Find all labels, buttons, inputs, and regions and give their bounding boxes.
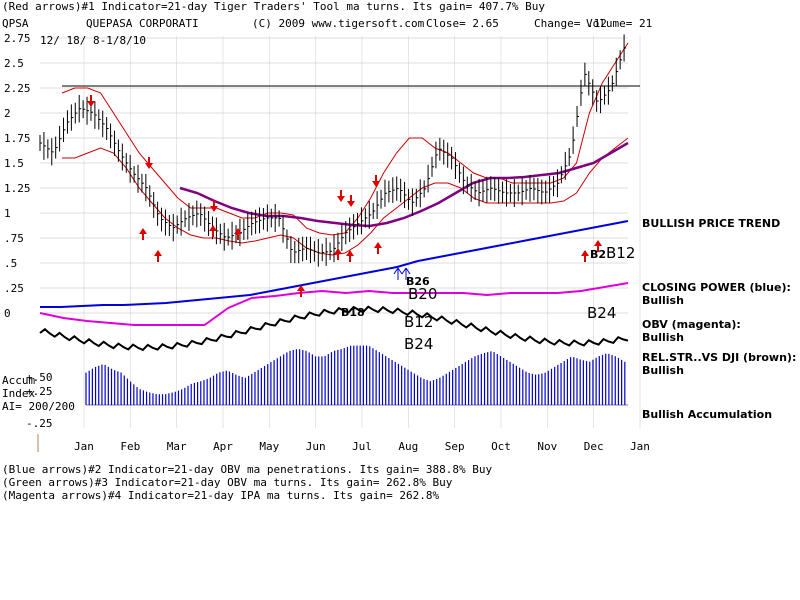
buy-arrow bbox=[209, 225, 217, 237]
buy-arrow bbox=[594, 240, 602, 252]
date-range: 12/ 18/ 8-1/8/10 bbox=[40, 34, 146, 47]
sell-arrow bbox=[87, 95, 95, 107]
x-tick-label: Aug bbox=[398, 440, 418, 453]
upper-band-line bbox=[61, 42, 629, 236]
buy-arrow bbox=[139, 228, 147, 240]
sell-arrow bbox=[337, 190, 345, 202]
y-tick-label: 2.25 bbox=[4, 82, 31, 95]
x-tick-label: Mar bbox=[167, 440, 187, 453]
obv-state: Bullish bbox=[642, 331, 684, 344]
sell-arrow bbox=[347, 195, 355, 207]
y-tick-label: 1.75 bbox=[4, 132, 31, 145]
relstr-state: Bullish bbox=[642, 364, 684, 377]
signal-label: B20 bbox=[408, 285, 437, 303]
blue-arrow bbox=[393, 267, 403, 280]
indicator-2-line: (Blue arrows)#2 Indicator=21-day OBV ma … bbox=[2, 463, 493, 476]
accumulation-label: Bullish Accumulation bbox=[642, 408, 772, 421]
y-tick-label: .75 bbox=[4, 232, 24, 245]
signal-label: B18 bbox=[341, 306, 365, 319]
x-tick-label: Apr bbox=[213, 440, 233, 453]
y-tick-label: 1.5 bbox=[4, 157, 24, 170]
y-tick-label: 2.75 bbox=[4, 32, 31, 45]
x-tick-label: Jan bbox=[74, 440, 94, 453]
signal-label: B24 bbox=[587, 304, 616, 322]
price-bars bbox=[39, 34, 627, 267]
x-tick-label: Sep bbox=[445, 440, 465, 453]
y-tick-label: 2 bbox=[4, 107, 11, 120]
x-tick-label: Jun bbox=[306, 440, 326, 453]
obv-line bbox=[39, 282, 629, 326]
buy-arrow bbox=[334, 248, 342, 260]
signal-label: B26 bbox=[406, 275, 430, 288]
buy-arrow bbox=[374, 242, 382, 254]
indicator-4-line: (Magenta arrows)#4 Indicator=21-day IPA … bbox=[2, 489, 440, 502]
y-tick-label: .25 bbox=[4, 282, 24, 295]
x-tick-label: Feb bbox=[120, 440, 140, 453]
accumulation-bars bbox=[85, 345, 628, 406]
signal-arrows bbox=[87, 95, 602, 297]
x-tick-label: Jul bbox=[352, 440, 372, 453]
lower-band-line bbox=[62, 137, 629, 256]
y-tick-label: 1 bbox=[4, 207, 11, 220]
accum-tick: +.25 bbox=[26, 385, 53, 398]
accum-tick: -.25 bbox=[26, 417, 53, 430]
x-tick-label: May bbox=[259, 440, 279, 453]
accum-tick: +.50 bbox=[26, 371, 53, 384]
ai-value: AI= 200/200 bbox=[2, 400, 75, 413]
x-tick-label: Dec bbox=[584, 440, 604, 453]
x-tick-label: Oct bbox=[491, 440, 511, 453]
signal-label: B24 bbox=[404, 335, 433, 353]
buy-arrow bbox=[297, 285, 305, 297]
y-tick-label: 1.25 bbox=[4, 182, 31, 195]
accum-index-label: Index bbox=[2, 387, 35, 400]
volume-value: Volume= 21 bbox=[586, 17, 652, 30]
grid bbox=[40, 36, 641, 428]
closing-power-line bbox=[40, 220, 629, 308]
buy-arrow bbox=[346, 250, 354, 262]
change-value: Change= .12 bbox=[534, 17, 607, 30]
relstr-label: REL.STR..VS DJI (brown): bbox=[642, 351, 796, 364]
sell-arrow bbox=[145, 157, 153, 169]
company-name: QUEPASA CORPORATI bbox=[86, 17, 199, 30]
y-tick-label: .5 bbox=[4, 257, 17, 270]
closing-power-label: CLOSING POWER (blue): bbox=[642, 281, 791, 294]
x-tick-label: Jan bbox=[630, 440, 650, 453]
obv-label: OBV (magenta): bbox=[642, 318, 741, 331]
signal-label: B12 bbox=[404, 313, 433, 331]
closing-power-state: Bullish bbox=[642, 294, 684, 307]
moving-average-line bbox=[179, 141, 629, 228]
price-trend-label: BULLISH PRICE TREND bbox=[642, 217, 780, 230]
buy-arrow bbox=[154, 250, 162, 262]
buy-arrow bbox=[581, 250, 589, 262]
sell-arrow bbox=[372, 175, 380, 187]
signal-label: B12 bbox=[606, 244, 635, 262]
close-value: Close= 2.65 bbox=[426, 17, 499, 30]
blue-arrow bbox=[401, 267, 411, 280]
y-tick-label: 0 bbox=[4, 307, 11, 320]
relative-strength-line bbox=[39, 305, 629, 352]
y-tick-label: 2.5 bbox=[4, 57, 24, 70]
indicator-3-line: (Green arrows)#3 Indicator=21-day OBV ma… bbox=[2, 476, 453, 489]
accum-title: Accum bbox=[2, 374, 35, 387]
symbol: QPSA bbox=[2, 17, 29, 30]
signal-label: B2 bbox=[590, 248, 606, 261]
copyright: (C) 2009 www.tigersoft.com bbox=[252, 17, 425, 30]
x-axis-labels: Jan Feb Mar Apr May Jun Jul Aug Sep Oct Nov Dec Jan bbox=[74, 440, 650, 453]
sell-arrow bbox=[210, 200, 218, 212]
x-tick-label: Nov bbox=[537, 440, 557, 453]
indicator-1-line: (Red arrows)#1 Indicator=21-day Tiger Tr… bbox=[2, 0, 546, 13]
buy-arrow bbox=[234, 228, 242, 240]
